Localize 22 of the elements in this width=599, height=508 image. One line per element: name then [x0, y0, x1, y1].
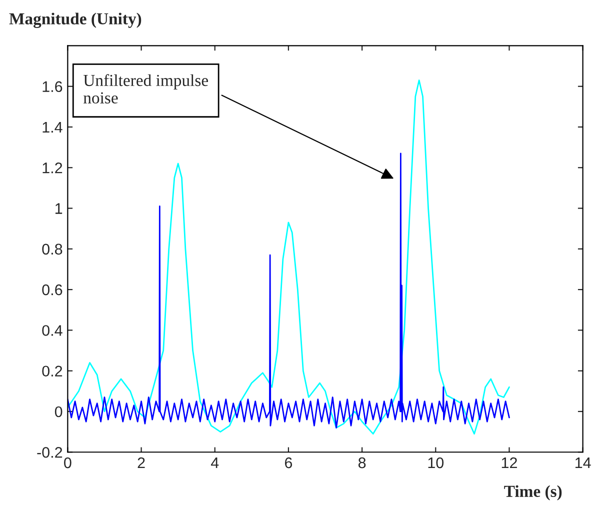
x-axis-title: Time (s) [504, 485, 562, 500]
y-tick-label: 0.4 [42, 325, 62, 336]
y-tick-label: 1.4 [42, 122, 62, 133]
y-axis-title: Magnitude (Unity) [9, 12, 142, 28]
y-tick-label: 0.6 [42, 284, 62, 296]
y-tick-label: 0.8 [42, 244, 62, 255]
x-tick-label: 6 [284, 457, 292, 468]
x-tick-label: 10 [428, 457, 444, 468]
x-tick-label: 8 [358, 457, 366, 468]
y-tick-label: 1.6 [42, 81, 62, 92]
y-tick-label: 0.2 [42, 366, 62, 377]
x-tick-label: 4 [210, 458, 219, 468]
annotation: Unfiltered impulse noise [83, 74, 208, 104]
y-tick-label: 0 [54, 406, 62, 418]
y-tick-label: 1 [55, 203, 62, 214]
x-tick-label: 2 [138, 457, 145, 468]
y-tick-label: 1.2 [42, 162, 62, 174]
x-tick-label: 14 [575, 458, 591, 468]
y-tick-label: -0.2 [37, 446, 62, 458]
line-series [68, 152, 510, 428]
x-tick-label: 12 [502, 457, 517, 468]
x-tick-label: 0 [64, 457, 72, 468]
